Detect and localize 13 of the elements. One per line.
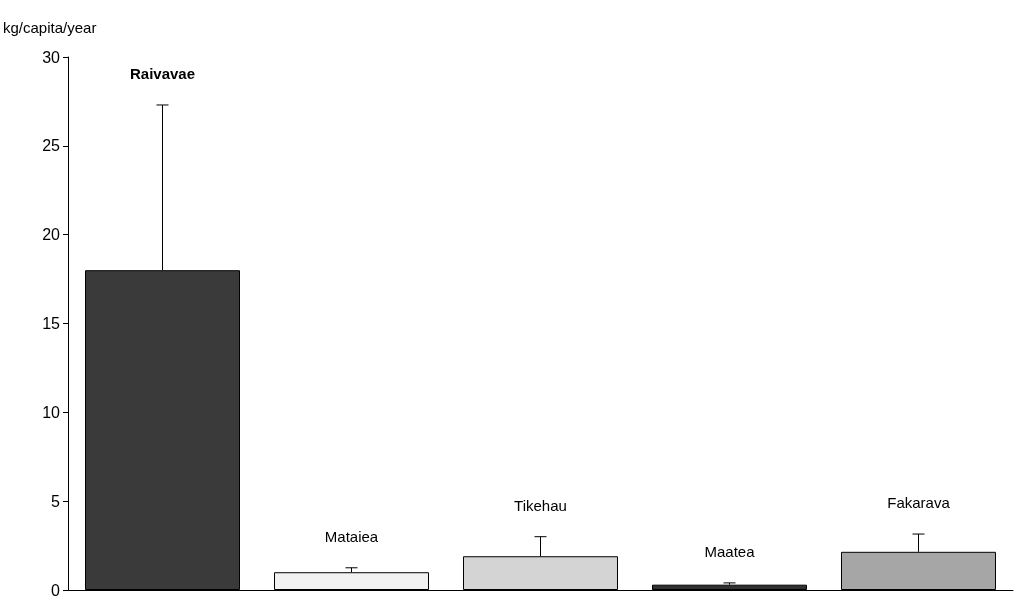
x-tick-label: Maatea — [704, 542, 756, 560]
y-tick-label: 10 — [42, 403, 61, 421]
x-tick-label: Tikehau — [514, 496, 567, 514]
y-axis-title: kg/capita/year — [3, 19, 97, 36]
y-tick-label: 25 — [42, 137, 61, 155]
y-tick-label: 5 — [51, 492, 61, 510]
x-tick-label: Fakarava — [887, 494, 951, 512]
x-tick-label: Mataiea — [324, 527, 379, 545]
y-tick-label: 30 — [42, 48, 61, 66]
y-tick-label: 15 — [42, 315, 61, 332]
y-tick-label: 20 — [42, 226, 61, 244]
x-tick-label: Raivavae — [129, 64, 196, 82]
y-tick-label: 0 — [51, 581, 61, 598]
